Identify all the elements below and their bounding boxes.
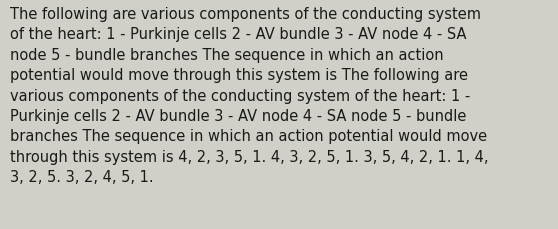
Text: The following are various components of the conducting system
of the heart: 1 - : The following are various components of …	[10, 7, 489, 184]
